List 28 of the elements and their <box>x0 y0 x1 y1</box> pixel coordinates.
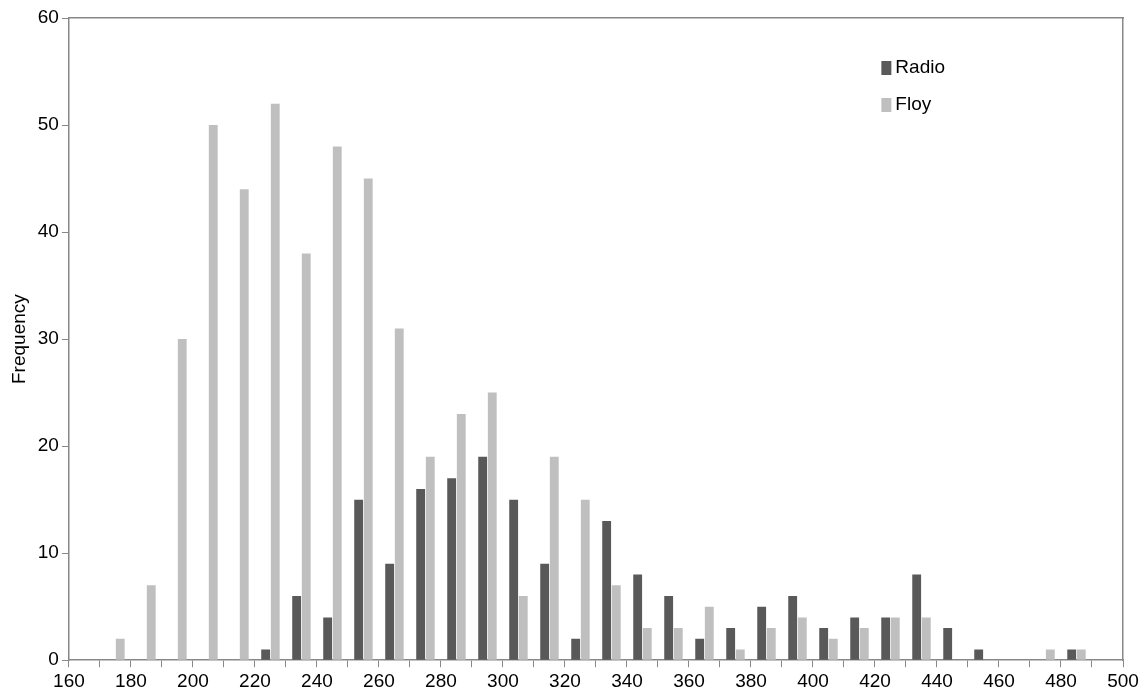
legend-label: Floy <box>895 93 932 115</box>
x-tick-label: 320 <box>549 669 581 691</box>
x-tick-label: 360 <box>673 669 705 691</box>
x-tick-label: 500 <box>1107 669 1139 691</box>
x-tick-label: 180 <box>115 669 147 691</box>
y-tick-label: 10 <box>37 541 59 563</box>
x-tick-label: 260 <box>363 669 395 691</box>
x-tick-label: 300 <box>487 669 519 691</box>
y-axis-title: Frequency <box>7 293 29 384</box>
x-tick-label: 400 <box>797 669 829 691</box>
x-tick-label: 340 <box>611 669 643 691</box>
x-tick-label: 420 <box>859 669 891 691</box>
x-tick-label: 480 <box>1045 669 1077 691</box>
x-tick-label: 460 <box>983 669 1015 691</box>
y-tick-label: 20 <box>37 434 59 456</box>
x-tick-label: 200 <box>177 669 209 691</box>
y-tick-label: 60 <box>37 6 59 28</box>
x-tick-label: 240 <box>301 669 333 691</box>
x-tick-label: 160 <box>53 669 85 691</box>
y-tick-label: 0 <box>48 648 59 670</box>
x-tick-label: 380 <box>735 669 767 691</box>
y-tick-label: 40 <box>37 220 59 242</box>
y-tick-label: 50 <box>37 113 59 135</box>
y-tick-label: 30 <box>37 327 59 349</box>
x-tick-label: 220 <box>239 669 271 691</box>
x-tick-label: 280 <box>425 669 457 691</box>
x-tick-label: 440 <box>921 669 953 691</box>
legend-label: Radio <box>895 56 946 78</box>
